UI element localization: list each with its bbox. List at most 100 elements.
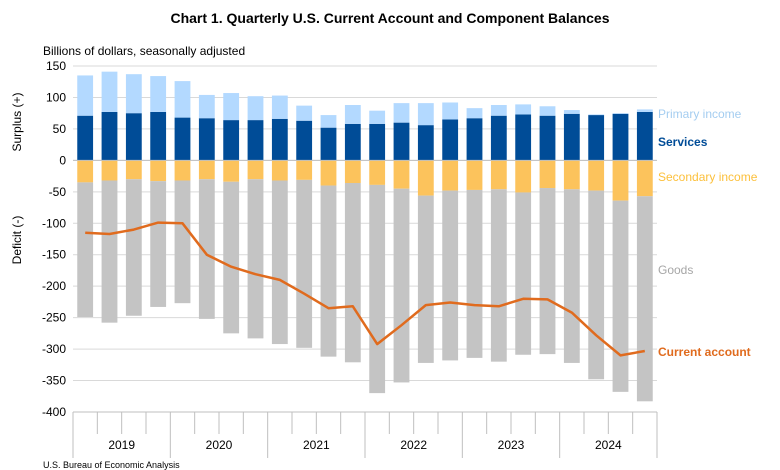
bar-goods — [77, 182, 94, 318]
bar-primary-income — [174, 81, 191, 118]
bar-primary-income — [198, 94, 215, 119]
bar-primary-income — [588, 114, 605, 116]
y-tick-label: -150 — [42, 248, 66, 262]
bar-secondary-income — [125, 160, 142, 180]
bar-goods — [369, 184, 386, 394]
bar-goods — [636, 196, 653, 402]
bar-goods — [150, 181, 167, 307]
legend-label-services: Services — [658, 135, 708, 149]
y-tick-label: -400 — [42, 405, 66, 419]
bar-services — [101, 111, 118, 161]
bar-services — [320, 127, 337, 161]
bar-goods — [101, 180, 118, 323]
bar-secondary-income — [612, 160, 629, 201]
bar-primary-income — [247, 96, 264, 121]
bar-secondary-income — [539, 160, 556, 189]
bar-services — [77, 115, 94, 161]
bar-secondary-income — [563, 160, 580, 190]
bar-goods — [247, 179, 264, 339]
x-year-label: 2020 — [206, 438, 233, 452]
bar-services — [612, 113, 629, 161]
bar-services — [198, 118, 215, 161]
bar-goods — [515, 192, 532, 355]
bar-primary-income — [393, 103, 410, 123]
bar-services — [588, 115, 605, 161]
bar-goods — [223, 181, 240, 334]
bar-secondary-income — [198, 160, 215, 180]
bar-primary-income — [563, 110, 580, 114]
bar-goods — [442, 190, 459, 361]
chart-subtitle: Billions of dollars, seasonally adjusted — [43, 44, 245, 58]
bar-services — [466, 118, 483, 161]
y-tick-label: -100 — [42, 216, 66, 230]
bar-primary-income — [442, 102, 459, 120]
legend: Primary income Services Secondary income Go… — [658, 107, 758, 359]
bar-goods — [466, 189, 483, 358]
bar-services — [369, 123, 386, 161]
bar-secondary-income — [417, 160, 434, 196]
y-tick-label: 100 — [46, 90, 66, 104]
bar-services — [223, 120, 240, 161]
bar-goods — [296, 179, 313, 348]
bar-goods — [198, 179, 215, 319]
bar-goods — [393, 188, 410, 383]
bar-secondary-income — [296, 160, 313, 180]
bar-services — [442, 119, 459, 161]
bar-secondary-income — [223, 160, 240, 182]
bar-goods — [539, 188, 556, 355]
bar-services — [125, 113, 142, 161]
bar-primary-income — [320, 115, 337, 128]
current-account-line-group — [85, 221, 646, 357]
current-account-line — [85, 221, 646, 357]
x-year-label: 2021 — [303, 438, 330, 452]
bar-secondary-income — [369, 160, 386, 185]
bar-goods — [612, 200, 629, 392]
bar-secondary-income — [77, 160, 94, 183]
legend-label-secondary-income: Secondary income — [658, 170, 758, 184]
x-year-label: 2019 — [108, 438, 135, 452]
bar-primary-income — [466, 108, 483, 119]
bar-primary-income — [223, 93, 240, 121]
bar-services — [563, 113, 580, 161]
bar-services — [296, 120, 313, 161]
bar-secondary-income — [490, 160, 507, 190]
bar-goods — [271, 180, 288, 345]
bar-primary-income — [417, 103, 434, 126]
bar-primary-income — [636, 109, 653, 112]
bar-secondary-income — [247, 160, 264, 180]
bar-goods — [125, 179, 142, 316]
bar-primary-income — [515, 104, 532, 115]
x-year-label: 2022 — [400, 438, 427, 452]
bar-services — [515, 114, 532, 161]
bar-secondary-income — [393, 160, 410, 189]
bar-secondary-income — [442, 160, 459, 191]
bar-secondary-income — [174, 160, 191, 181]
bar-primary-income — [539, 106, 556, 116]
bar-secondary-income — [588, 160, 605, 191]
y-axis-label-deficit: Deficit (-) — [10, 216, 24, 265]
bar-services — [344, 123, 361, 161]
bars — [77, 71, 653, 402]
legend-label-current-account: Current account — [658, 345, 751, 359]
bar-secondary-income — [150, 160, 167, 182]
bar-goods — [563, 189, 580, 363]
bar-services — [271, 118, 288, 161]
bar-goods — [174, 180, 191, 304]
bar-primary-income — [101, 71, 118, 112]
y-tick-label: -350 — [42, 374, 66, 388]
bar-services — [636, 111, 653, 161]
x-year-label: 2024 — [595, 438, 622, 452]
bar-goods — [320, 185, 337, 357]
x-year-label: 2023 — [498, 438, 525, 452]
source-note: U.S. Bureau of Economic Analysis — [43, 460, 180, 470]
bar-goods — [490, 189, 507, 362]
y-tick-label: 150 — [46, 59, 66, 73]
bar-primary-income — [150, 76, 167, 112]
bar-secondary-income — [320, 160, 337, 186]
bar-primary-income — [271, 95, 288, 119]
bar-services — [393, 122, 410, 161]
bar-goods — [417, 195, 434, 363]
y-tick-label: 0 — [59, 153, 66, 167]
legend-label-goods: Goods — [658, 263, 693, 277]
